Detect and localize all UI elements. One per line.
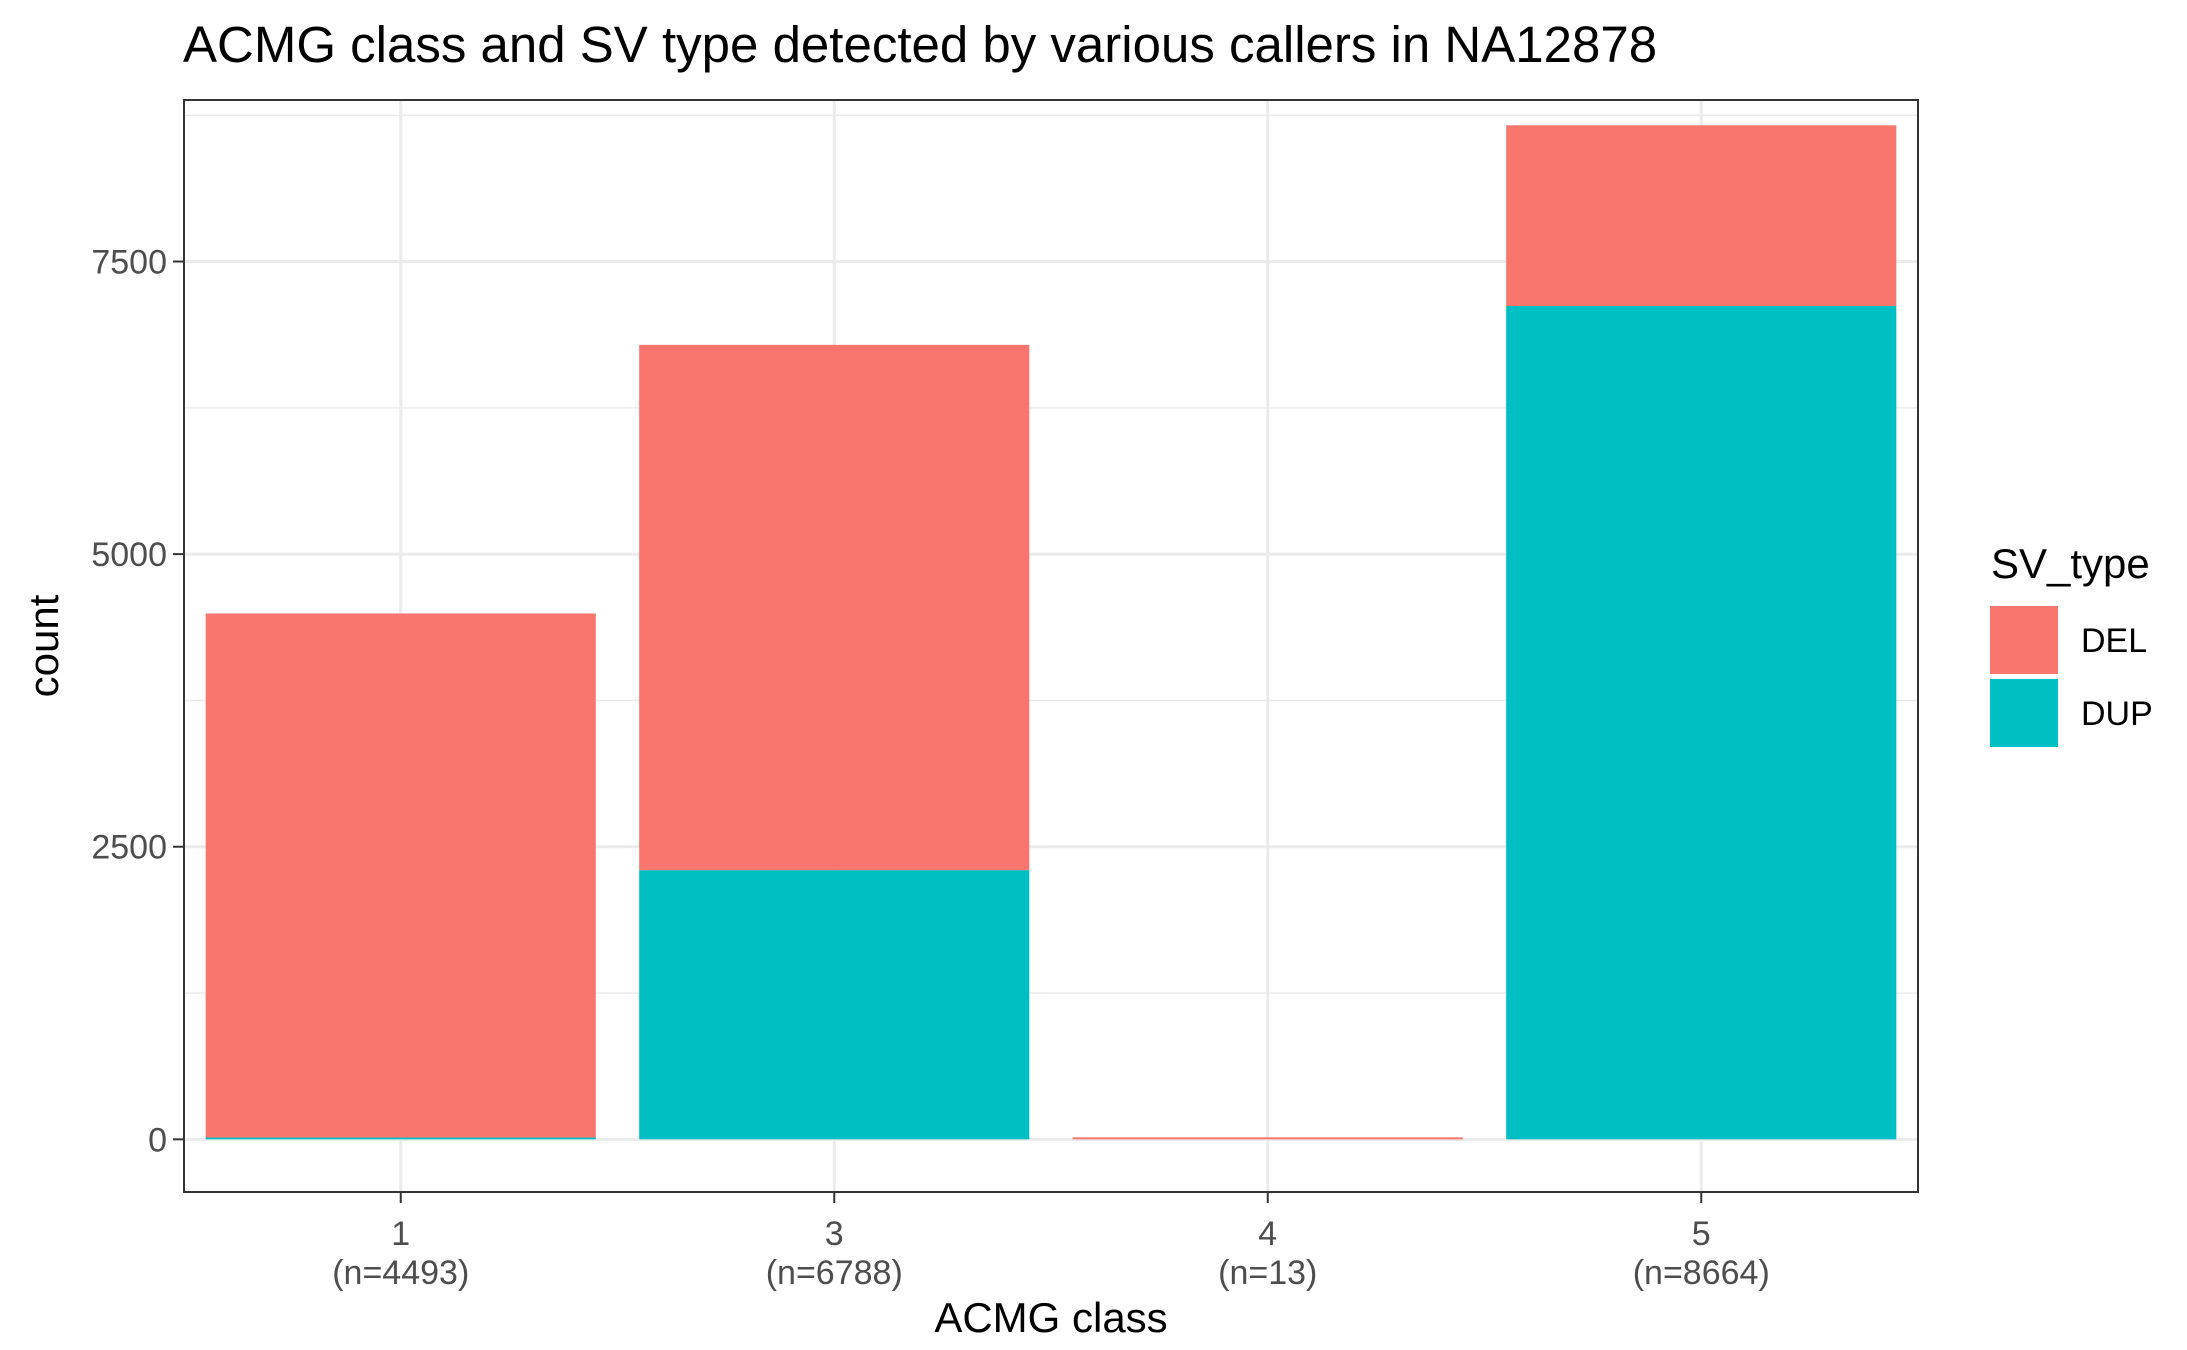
x-tick-sublabel: (n=8664) <box>1633 1254 1770 1292</box>
y-axis-title: count <box>20 594 67 697</box>
legend-key-del <box>1990 606 2058 674</box>
y-tick-label: 0 <box>148 1121 167 1159</box>
bar-del-class-5 <box>1506 125 1897 306</box>
y-tick-label: 7500 <box>91 244 167 282</box>
x-axis: 1(n=4493) 3(n=6788) 4(n=13) 5(n=8664) <box>332 1192 1770 1292</box>
x-tick-label: 4 <box>1258 1215 1277 1253</box>
y-tick-label: 5000 <box>91 536 167 574</box>
bar-del-class-3 <box>639 344 1030 871</box>
bar-del-class-4 <box>1072 1137 1463 1140</box>
x-tick-sublabel: (n=13) <box>1218 1254 1317 1292</box>
x-tick-label: 3 <box>825 1215 844 1253</box>
x-axis-title: ACMG class <box>934 1294 1167 1341</box>
legend-title: SV_type <box>1991 540 2150 587</box>
y-tick-label: 2500 <box>91 829 167 867</box>
legend-label-del: DEL <box>2081 622 2147 660</box>
legend-key-dup <box>1990 679 2058 747</box>
legend: SV_type DEL DUP <box>1990 540 2153 747</box>
bars-layer <box>205 125 1897 1140</box>
panel-border <box>183 99 1919 1193</box>
x-tick-label: 5 <box>1692 1215 1711 1253</box>
chart-title: ACMG class and SV type detected by vario… <box>183 16 1657 73</box>
x-tick-sublabel: (n=4493) <box>332 1254 469 1292</box>
x-tick-sublabel: (n=6788) <box>766 1254 903 1292</box>
legend-items: DEL DUP <box>1990 606 2153 747</box>
y-axis: 0 2500 5000 7500 <box>91 244 184 1159</box>
legend-label-dup: DUP <box>2081 695 2153 733</box>
bar-dup-class-3 <box>639 870 1030 1140</box>
bar-dup-class-5 <box>1506 305 1897 1140</box>
bar-dup-class-1 <box>205 1137 596 1140</box>
x-tick-label: 1 <box>391 1215 410 1253</box>
bar-del-class-1 <box>205 613 596 1138</box>
